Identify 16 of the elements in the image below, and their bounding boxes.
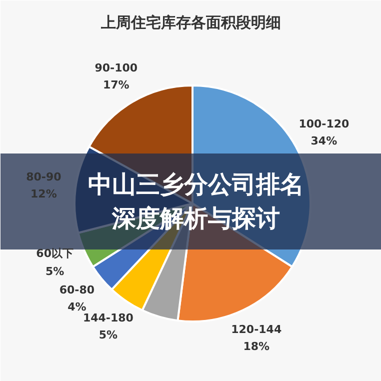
data-label: 5% — [98, 328, 118, 342]
data-label: 4% — [68, 300, 86, 314]
slice-label: 100-120 — [298, 118, 350, 131]
data-label: 17% — [102, 78, 130, 92]
slice-label: 120-144 — [231, 322, 282, 336]
text: 中山三乡分公司排名深度解析与探讨 — [88, 170, 304, 232]
data-label: 34% — [310, 134, 338, 148]
data-label: 12% — [30, 187, 57, 200]
data-label: 18% — [243, 340, 270, 353]
chart-title: 上周住宅库存各面积段明细 — [100, 14, 281, 32]
slice-label: 80-90 — [26, 170, 62, 184]
slice-label: 144-180 — [82, 311, 134, 324]
data-label: 5% — [46, 264, 64, 278]
slice-label: 60以下 — [36, 246, 74, 260]
slice-label: 60-80 — [59, 283, 95, 296]
slice-label: 90-100 — [94, 62, 138, 75]
